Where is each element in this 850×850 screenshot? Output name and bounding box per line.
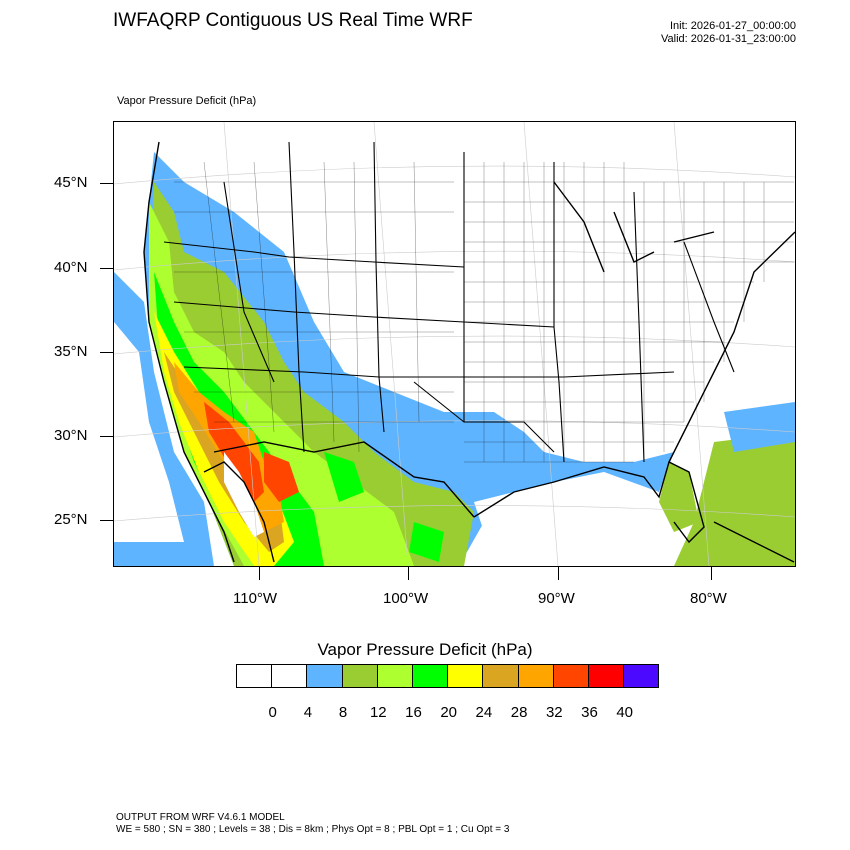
colorbar-box xyxy=(517,664,554,688)
footer-model: OUTPUT FROM WRF V4.6.1 MODEL xyxy=(116,812,285,823)
colorbar-title: Vapor Pressure Deficit (hPa) xyxy=(317,640,533,659)
map-canvas xyxy=(114,122,795,566)
florida-olive-region xyxy=(659,462,699,532)
gulf-of-mexico xyxy=(474,472,659,552)
colorbar-box xyxy=(236,664,273,688)
gulf-green-patch xyxy=(409,522,444,562)
mexico-green-patch xyxy=(324,452,364,502)
colorbar-label: 20 xyxy=(440,704,458,721)
atlantic-olive-region xyxy=(674,432,795,566)
lon-label-90w: 90°W xyxy=(538,590,575,607)
pacific-white-patch xyxy=(114,322,184,542)
colorbar-label: 4 xyxy=(303,704,313,721)
colorbar-label: 16 xyxy=(405,704,422,721)
lat-tick-25n xyxy=(100,520,113,521)
forecast-map xyxy=(113,121,796,567)
colorbar-label: 12 xyxy=(369,704,387,721)
lon-tick-90w xyxy=(558,567,559,580)
variable-label: Vapor Pressure Deficit (hPa) xyxy=(117,95,257,107)
sonora-orangered-region xyxy=(264,452,299,502)
lon-label-80w: 80°W xyxy=(690,590,727,607)
colorbar-box xyxy=(411,664,449,688)
graticule xyxy=(114,122,795,566)
lat-tick-45n xyxy=(100,183,113,184)
colorbar-label: 40 xyxy=(616,704,634,721)
map-title: IWFAQRP Contiguous US Real Time WRF xyxy=(113,10,473,31)
lat-label-25n: 25°N xyxy=(54,511,88,528)
lon-label-100w: 100°W xyxy=(383,590,429,607)
colorbar-box xyxy=(271,664,308,688)
lat-tick-35n xyxy=(100,352,113,353)
colorbar-box xyxy=(447,664,484,688)
lat-label-35n: 35°N xyxy=(54,343,88,360)
gulf-of-california xyxy=(224,452,264,537)
colorbar-label: 32 xyxy=(545,704,563,721)
colorbar-box xyxy=(306,664,343,688)
lat-tick-40n xyxy=(100,268,113,269)
lon-tick-80w xyxy=(711,567,712,580)
colorbar-box xyxy=(623,664,660,688)
colorbar-box xyxy=(552,664,589,688)
colorbar-label: 0 xyxy=(268,704,277,721)
lat-label-30n: 30°N xyxy=(54,427,88,444)
lon-label-110w: 110°W xyxy=(233,590,278,607)
atlantic-blue-region xyxy=(724,402,795,452)
lon-tick-100w xyxy=(408,567,409,580)
colorbar-label: 8 xyxy=(338,704,348,721)
valid-time: Valid: 2026-01-31_23:00:00 xyxy=(661,33,796,45)
colorbar xyxy=(236,664,660,688)
colorbar-box xyxy=(376,664,413,688)
county-borders xyxy=(174,161,794,463)
colorbar-box xyxy=(587,664,625,688)
colorbar-box xyxy=(482,664,519,688)
lat-label-40n: 40°N xyxy=(54,259,88,276)
footer-settings: WE = 580 ; SN = 380 ; Levels = 38 ; Dis … xyxy=(116,824,510,835)
lat-label-45n: 45°N xyxy=(54,174,88,191)
colorbar-label: 28 xyxy=(510,704,528,721)
lat-tick-30n xyxy=(100,436,113,437)
colorbar-label: 36 xyxy=(581,704,598,721)
colorbar-box xyxy=(341,664,378,688)
coastlines xyxy=(143,141,795,563)
colorbar-label: 24 xyxy=(475,704,493,721)
west-orangered-region xyxy=(204,402,264,502)
init-time: Init: 2026-01-27_00:00:00 xyxy=(670,20,796,32)
lon-tick-110w xyxy=(259,567,260,580)
